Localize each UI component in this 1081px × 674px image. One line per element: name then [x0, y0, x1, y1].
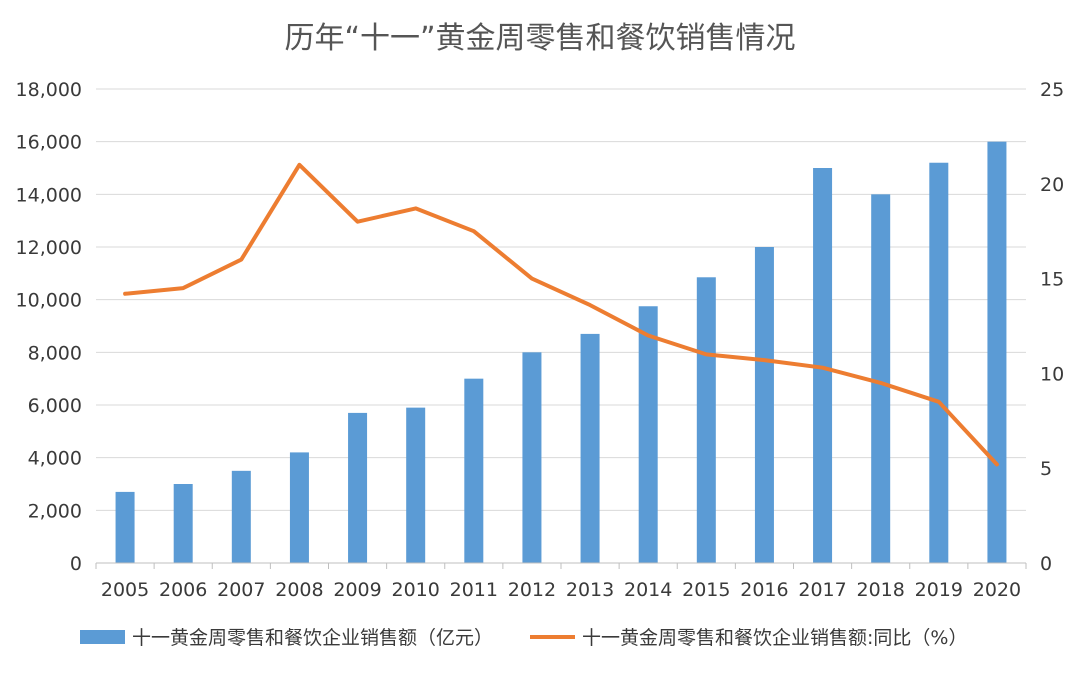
x-tick-label: 2018: [857, 579, 905, 601]
legend-line-label: 十一黄金周零售和餐饮企业销售额:同比（%）: [582, 627, 967, 649]
bar: [173, 484, 193, 563]
bar: [115, 491, 135, 563]
bar: [871, 194, 891, 564]
x-tick-label: 2020: [973, 579, 1021, 601]
x-tick-label: 2017: [798, 579, 846, 601]
x-tick-label: 2006: [159, 579, 207, 601]
bar: [987, 141, 1007, 563]
left-tick-label: 6,000: [28, 395, 82, 417]
right-tick-label: 10: [1040, 363, 1064, 385]
right-tick-label: 20: [1040, 174, 1064, 196]
left-tick-label: 10,000: [16, 290, 82, 312]
x-tick-label: 2019: [915, 579, 963, 601]
growth-line: [123, 162, 999, 467]
x-axis: 2005 2006 2007 2008 2009 2010 2011 2012 2013 2014…: [95, 562, 1027, 601]
bar: [580, 333, 600, 563]
bar-series: [115, 141, 1007, 564]
left-tick-label: 12,000: [16, 237, 82, 259]
x-tick-label: 2005: [101, 579, 149, 601]
bar: [231, 470, 251, 563]
x-tick-label: 2011: [450, 579, 498, 601]
x-tick-label: 2008: [275, 579, 323, 601]
left-tick-label: 2,000: [28, 500, 82, 522]
x-tick-label: 2013: [566, 579, 614, 601]
left-axis: 0 2,000 4,000 6,000 8,000 10,000 12,000 14,000 1…: [16, 79, 82, 575]
bar: [813, 168, 833, 563]
bar: [464, 378, 484, 563]
x-tick-label: 2012: [508, 579, 556, 601]
left-tick-label: 8,000: [28, 342, 82, 364]
left-tick-label: 18,000: [16, 79, 82, 101]
legend: 十一黄金周零售和餐饮企业销售额（亿元） 十一黄金周零售和餐饮企业销售额:同比（%…: [80, 627, 967, 649]
bar: [289, 452, 309, 563]
x-tick-label: 2014: [624, 579, 672, 601]
left-tick-label: 14,000: [16, 184, 82, 206]
bar: [406, 407, 426, 563]
right-tick-label: 15: [1040, 269, 1064, 291]
right-tick-label: 25: [1040, 79, 1064, 101]
bar: [348, 412, 368, 563]
left-tick-label: 0: [70, 553, 82, 575]
chart-title: 历年“十一”黄金周零售和餐饮销售情况: [284, 21, 795, 56]
legend-bar-swatch: [80, 630, 125, 644]
x-tick-label: 2016: [740, 579, 788, 601]
legend-bar-label: 十一黄金周零售和餐饮企业销售额（亿元）: [132, 627, 493, 649]
x-tick-label: 2009: [333, 579, 381, 601]
line-series: [123, 162, 999, 467]
right-axis: 0 5 10 15 20 25: [1040, 79, 1064, 575]
bar: [754, 247, 774, 563]
bar: [522, 352, 542, 563]
x-tick-label: 2015: [682, 579, 730, 601]
bar: [638, 306, 658, 563]
left-tick-label: 16,000: [16, 132, 82, 154]
bar: [929, 162, 949, 563]
left-tick-label: 4,000: [28, 448, 82, 470]
x-tick-label: 2010: [392, 579, 440, 601]
right-tick-label: 5: [1040, 458, 1052, 480]
x-tick-label: 2007: [217, 579, 265, 601]
bar: [696, 277, 716, 563]
right-tick-label: 0: [1040, 553, 1052, 575]
